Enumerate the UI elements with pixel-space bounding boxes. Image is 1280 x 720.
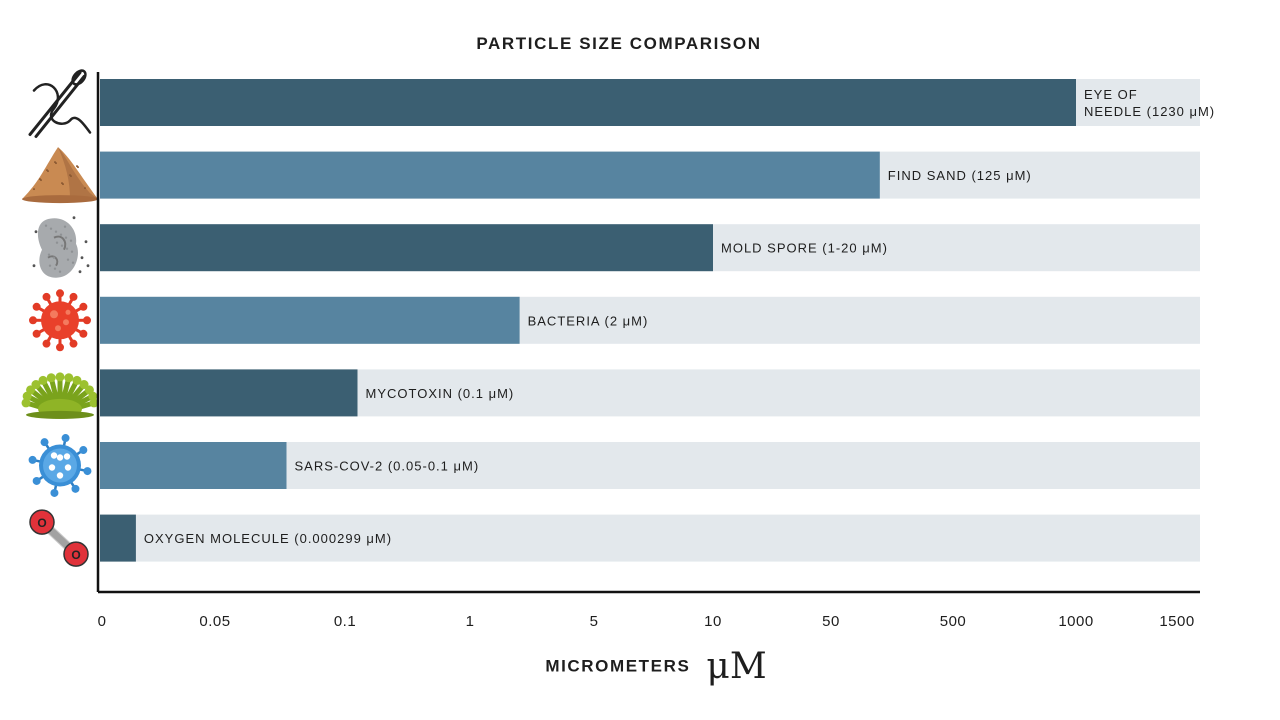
x-tick-label: 500 bbox=[940, 613, 967, 630]
bar-label: NEEDLE (1230 μM) bbox=[1084, 104, 1215, 119]
bar bbox=[100, 514, 136, 562]
bar-label: EYE OF bbox=[1084, 87, 1138, 102]
oxygen-molecule-icon: OO bbox=[29, 509, 89, 567]
x-tick-label: 0.1 bbox=[334, 613, 356, 630]
x-axis-unit: μM bbox=[706, 646, 767, 687]
x-tick-label: 1000 bbox=[1058, 613, 1093, 630]
bar bbox=[100, 224, 713, 272]
bar-label: BACTERIA (2 μM) bbox=[528, 313, 649, 328]
bar bbox=[100, 296, 520, 344]
bar-label: SARS-COV-2 (0.05-0.1 μM) bbox=[295, 459, 480, 474]
sand-pile-icon bbox=[22, 147, 98, 204]
mold-spore-icon bbox=[32, 216, 90, 278]
x-tick-label: 0 bbox=[98, 613, 107, 630]
bar-label: MOLD SPORE (1-20 μM) bbox=[721, 241, 888, 256]
atom-label: O bbox=[37, 516, 46, 530]
chart-title: PARTICLE SIZE COMPARISON bbox=[476, 34, 762, 53]
axes bbox=[96, 72, 1200, 594]
x-axis-label-text: MICROMETERS bbox=[545, 656, 691, 676]
needle-thread-icon bbox=[28, 69, 92, 138]
bar-label: FIND SAND (125 μM) bbox=[888, 168, 1032, 183]
x-axis-label: MICROMETERS μM bbox=[0, 646, 1280, 687]
bar bbox=[100, 369, 358, 417]
x-tick-label: 1 bbox=[466, 613, 475, 630]
x-tick-label: 5 bbox=[590, 613, 599, 630]
x-tick-label: 10 bbox=[704, 613, 722, 630]
bacteria-icon bbox=[29, 289, 91, 352]
x-tick-label: 50 bbox=[822, 613, 840, 630]
bar bbox=[100, 151, 880, 199]
bar-label: MYCOTOXIN (0.1 μM) bbox=[366, 386, 515, 401]
x-tick-labels: 0 0.05 0.1 1 5 10 50 500 1000 1500 bbox=[98, 613, 1195, 630]
icon-column: OO bbox=[21, 69, 99, 567]
mycotoxin-icon bbox=[21, 372, 99, 419]
bar-track bbox=[100, 514, 1200, 562]
bar-label: OXYGEN MOLECULE (0.000299 μM) bbox=[144, 531, 392, 546]
bars bbox=[100, 79, 1076, 562]
bar bbox=[100, 79, 1076, 126]
virus-icon bbox=[28, 434, 92, 497]
x-tick-label: 0.05 bbox=[199, 613, 230, 630]
bar bbox=[100, 442, 287, 489]
x-tick-label: 1500 bbox=[1159, 613, 1194, 630]
atom-label: O bbox=[71, 548, 80, 562]
bar-labels: EYE OF NEEDLE (1230 μM) FIND SAND (125 μM)… bbox=[144, 87, 1215, 546]
